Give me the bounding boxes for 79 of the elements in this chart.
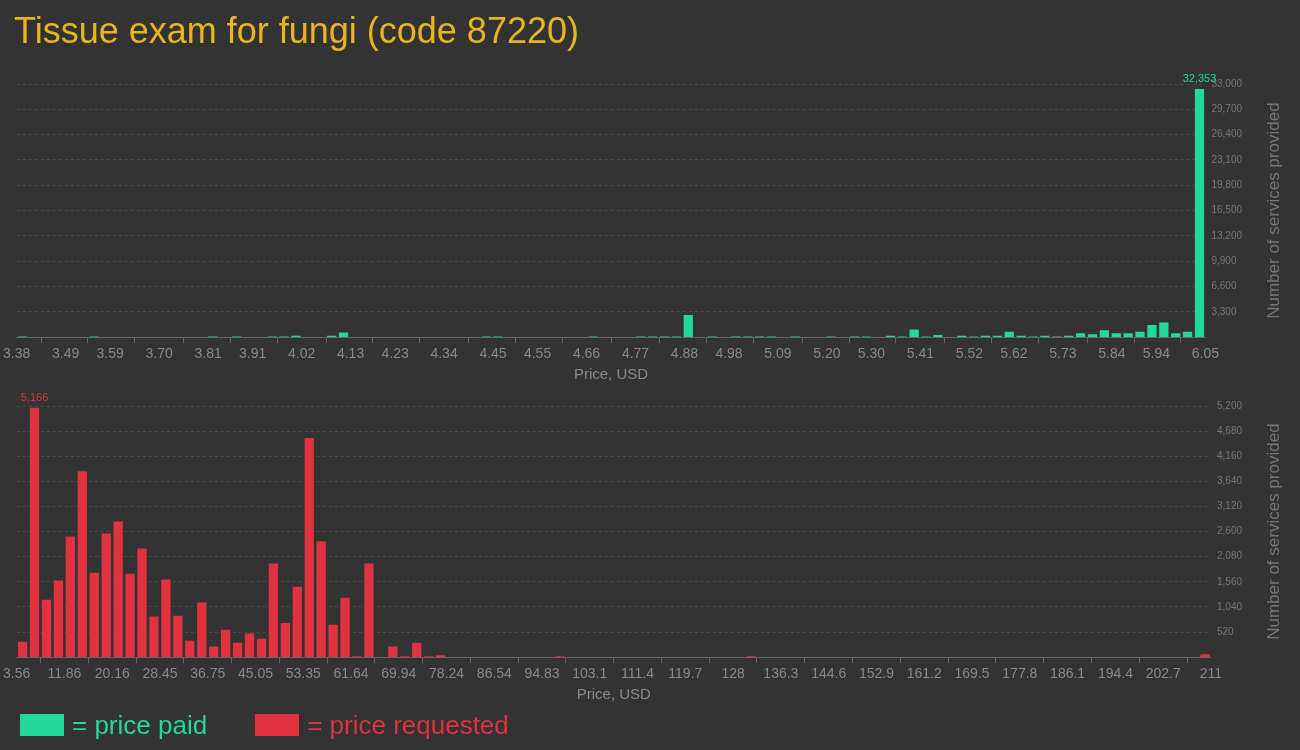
y-tick-label: 5,200 [1216,399,1243,411]
x-tick-label: 6.05 [1191,345,1220,362]
x-tick-label: 177.8 [1002,665,1038,682]
x-tick-label: 5.84 [1098,345,1126,362]
x-tick-label: 4.34 [430,345,458,362]
y-tick-label: 2,080 [1216,550,1243,562]
x-tick-label: 161.2 [906,665,942,682]
x-tick-label: 144.6 [811,665,847,682]
y-tick-label: 3,120 [1216,500,1243,512]
legend-label: = price paid [72,709,208,741]
x-tick-label: 61.64 [333,665,369,682]
legend-label: = price requested [307,709,509,741]
y-tick-label: 9,900 [1211,254,1237,266]
x-tick-label: 4.77 [621,345,650,362]
chart-title: Tissue exam for fungi (code 87220) [13,9,580,53]
x-tick-label: 5.73 [1049,345,1077,362]
x-tick-label: 4.88 [670,345,699,362]
x-tick-label: 5.20 [813,345,841,362]
x-tick-label: 3.56 [3,665,31,682]
x-tick-label: 3.91 [238,345,267,362]
x-tick-label: 94.83 [524,665,560,682]
x-tick-label: 194.4 [1097,665,1134,682]
x-tick-label: 5.09 [764,345,792,362]
y-tick-label: 3,640 [1216,475,1243,487]
x-axis-title: Price, USD [576,685,652,703]
x-axis-title: Price, USD [573,365,649,383]
x-tick-label: 11.86 [47,665,82,682]
y-tick-label: 13,200 [1211,229,1243,241]
x-tick-label: 3.49 [51,345,80,362]
y-tick-label: 26,400 [1211,128,1243,140]
y-tick-label: 4,680 [1216,424,1243,436]
y-tick-label: 3,300 [1211,305,1237,317]
x-tick-label: 119.7 [668,665,703,682]
x-tick-label: 103.1 [572,665,608,682]
y-axis-title: Number of services provided [1263,102,1283,319]
x-tick-label: 3.70 [145,345,173,362]
x-tick-label: 202.7 [1145,665,1181,682]
x-tick-label: 5.41 [906,345,935,362]
y-tick-label: 1,040 [1216,600,1243,612]
x-tick-label: 136.3 [763,665,799,682]
x-tick-label: 69.94 [381,665,417,682]
x-tick-label: 5.52 [955,345,984,362]
y-tick-label: 4,160 [1216,449,1243,461]
x-tick-label: 186.1 [1050,665,1086,682]
x-tick-label: 5.62 [1000,345,1028,362]
x-tick-label: 3.38 [3,345,31,362]
x-tick-label: 3.59 [96,345,124,362]
x-tick-label: 4.98 [715,345,743,362]
x-tick-label: 5.30 [857,345,886,362]
x-tick-label: 28.45 [142,665,178,682]
y-tick-label: 19,800 [1211,179,1243,191]
x-tick-label: 53.35 [285,665,322,682]
x-tick-label: 78.24 [429,665,465,682]
x-tick-label: 4.45 [479,345,507,362]
x-tick-label: 4.02 [287,345,316,362]
x-tick-label: 211 [1199,665,1223,682]
x-tick-label: 4.66 [572,345,601,362]
y-tick-label: 1,560 [1216,575,1243,587]
y-tick-label: 6,600 [1211,280,1237,292]
x-tick-label: 20.16 [94,665,130,682]
data-label: 5,166 [20,391,49,404]
y-tick-label: 520 [1216,625,1235,637]
x-tick-label: 169.5 [954,665,990,682]
x-tick-label: 4.55 [523,345,552,362]
y-tick-label: 2,600 [1216,525,1243,537]
y-tick-label: 16,500 [1211,204,1243,216]
x-tick-label: 4.13 [336,345,365,362]
x-tick-label: 36.75 [190,665,226,682]
x-tick-label: 45.05 [237,665,274,682]
x-tick-label: 128 [721,665,745,682]
x-tick-label: 5.94 [1142,345,1171,362]
y-tick-label: 23,100 [1211,153,1243,165]
x-tick-label: 4.23 [381,345,409,362]
x-tick-label: 3.81 [194,345,222,362]
x-tick-label: 152.9 [858,665,895,682]
x-tick-label: 111.4 [621,665,655,682]
y-axis-title: Number of services provided [1263,423,1283,640]
y-tick-label: 29,700 [1211,103,1243,115]
x-tick-label: 86.54 [476,665,513,682]
